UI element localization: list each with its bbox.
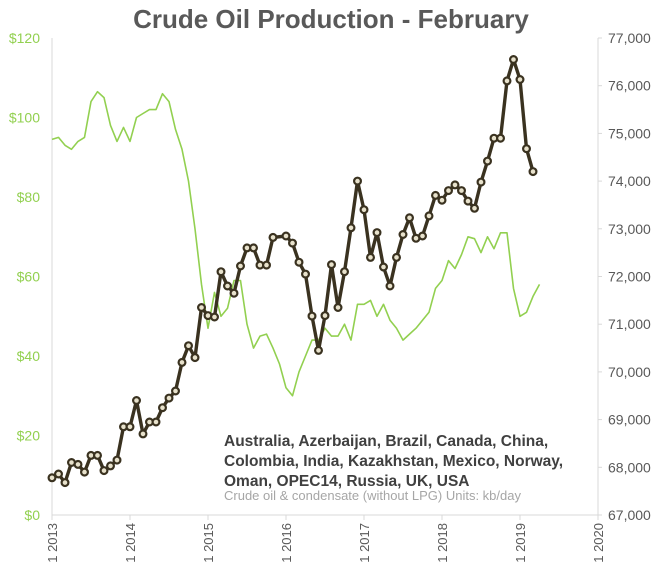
x-tick-label: 1 2013 <box>45 523 60 563</box>
y-right-tick-label: 74,000 <box>608 173 651 189</box>
production-point <box>392 252 402 262</box>
production-point <box>294 257 304 267</box>
production-point <box>496 133 506 143</box>
production-point <box>307 311 317 321</box>
production-point <box>437 195 447 205</box>
production-point <box>346 223 356 233</box>
y-right-tick-label: 75,000 <box>608 125 651 141</box>
production-point <box>79 467 89 477</box>
y-left-tick-label: $80 <box>17 189 41 205</box>
production-point <box>470 203 480 213</box>
production-point <box>444 186 454 196</box>
production-point <box>301 269 311 279</box>
production-point <box>132 396 142 406</box>
production-point <box>184 341 194 351</box>
production-point <box>190 353 200 363</box>
production-point <box>340 267 350 277</box>
production-point <box>521 144 531 154</box>
production-point <box>515 74 525 84</box>
y-right-tick-label: 73,000 <box>608 221 651 237</box>
production-point <box>450 180 460 190</box>
production-point <box>509 54 519 64</box>
y-right-tick-label: 71,000 <box>608 316 651 332</box>
y-right-tick-label: 76,000 <box>608 78 651 94</box>
production-point <box>483 156 493 166</box>
production-point <box>125 422 135 432</box>
y-right-tick-label: 69,000 <box>608 412 651 428</box>
x-tick-label: 1 2014 <box>123 523 138 563</box>
production-point <box>327 260 337 270</box>
production-point <box>60 478 70 488</box>
production-point <box>353 176 363 186</box>
production-point <box>164 393 174 403</box>
chart-annotation-countries: Australia, Azerbaijan, Brazil, Canada, C… <box>224 433 564 490</box>
production-point <box>53 469 63 479</box>
production-point <box>333 303 343 313</box>
production-point <box>92 450 102 460</box>
production-point <box>138 429 148 439</box>
production-point <box>457 186 467 196</box>
production-point <box>99 466 109 476</box>
production-point <box>151 417 161 427</box>
y-left-tick-label: $40 <box>17 348 41 364</box>
y-right-tick-label: 70,000 <box>608 364 651 380</box>
y-right-tick-label: 68,000 <box>608 459 651 475</box>
production-point <box>177 357 187 367</box>
x-tick-label: 1 2018 <box>435 523 450 563</box>
x-tick-label: 1 2017 <box>357 523 372 563</box>
production-point <box>359 205 369 215</box>
y-left-tick-label: $120 <box>9 30 40 46</box>
y-left-tick-label: $20 <box>17 428 41 444</box>
production-point <box>112 455 122 465</box>
production-point <box>236 261 246 271</box>
production-point <box>314 345 324 355</box>
y-left-tick-label: $100 <box>9 110 40 126</box>
production-point <box>405 213 415 223</box>
production-point <box>268 232 278 242</box>
production-point <box>105 461 115 471</box>
production-point <box>210 312 220 322</box>
production-point <box>249 243 259 253</box>
y-right-tick-label: 77,000 <box>608 30 651 46</box>
production-point <box>223 281 233 291</box>
production-point <box>502 76 512 86</box>
chart-annotation-units: Crude oil & condensate (without LPG) Uni… <box>224 488 521 503</box>
production-line <box>51 57 535 485</box>
production-point <box>372 228 382 238</box>
production-point <box>385 281 395 291</box>
production-point <box>366 252 376 262</box>
y-left-tick-label: $0 <box>24 507 40 523</box>
production-point <box>398 230 408 240</box>
production-point <box>320 311 330 321</box>
chart-title: Crude Oil Production - February <box>133 4 529 34</box>
production-point <box>171 386 181 396</box>
production-point <box>73 459 83 469</box>
production-point <box>431 190 441 200</box>
production-point <box>288 238 298 248</box>
production-point <box>476 177 486 187</box>
production-point <box>418 231 428 241</box>
x-tick-label: 1 2016 <box>279 523 294 563</box>
x-tick-label: 1 2019 <box>513 523 528 563</box>
production-point <box>158 403 168 413</box>
production-point <box>262 260 272 270</box>
y-right-tick-label: 72,000 <box>608 269 651 285</box>
production-point <box>463 196 473 206</box>
price-line <box>51 90 541 397</box>
y-left-tick-label: $60 <box>17 269 41 285</box>
production-point <box>281 231 291 241</box>
x-tick-label: 1 2020 <box>591 523 606 563</box>
production-point <box>216 267 226 277</box>
production-point <box>229 288 239 298</box>
production-point <box>528 167 538 177</box>
production-point <box>197 303 207 313</box>
production-point <box>424 211 434 221</box>
production-point <box>47 473 57 483</box>
x-tick-label: 1 2015 <box>201 523 216 563</box>
y-right-tick-label: 67,000 <box>608 507 651 523</box>
production-point <box>379 262 389 272</box>
